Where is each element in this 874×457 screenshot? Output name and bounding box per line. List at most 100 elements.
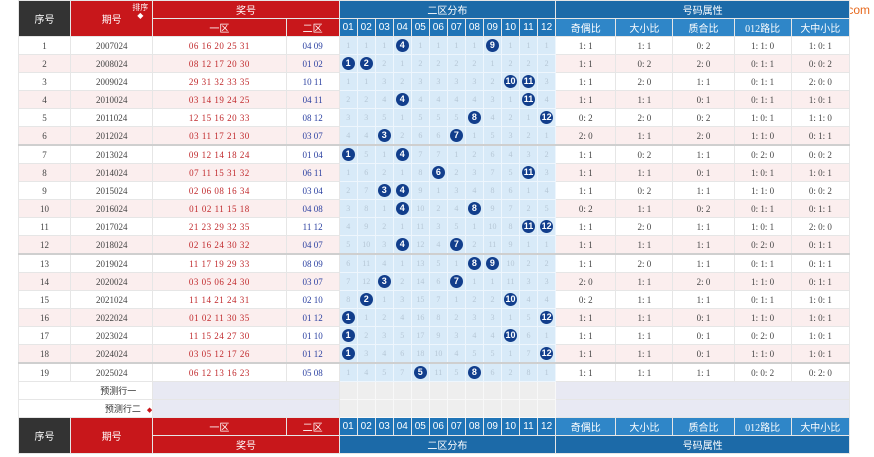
row-attr: 1: 0: 1 — [790, 290, 851, 309]
table-row[interactable]: 6 2012024 03 11 17 21 30 03 07 4 4 3 2 6 6 7 1 5 3 2 1 2… — [17, 126, 851, 146]
table-row[interactable]: 2 2008024 08 12 17 20 30 01 02 1 2 2 1 2 2 2 2 1 2 2 2 1… — [17, 54, 851, 73]
dist-cell-10: 8 — [500, 217, 520, 236]
predict-dist-cell[interactable] — [464, 381, 484, 400]
row-period: 2023024 — [70, 326, 154, 345]
predict-dist-cell[interactable] — [428, 399, 448, 418]
table-row[interactable]: 14 2020024 03 05 06 24 30 03 07 7 12 3 2 14 6 7 1 1 1… — [17, 272, 851, 291]
table-row[interactable]: 5 2011024 12 15 16 20 33 08 12 3 3 5 1 5 5 5 8 4 2 1 12… — [17, 108, 851, 127]
table-row[interactable]: 12 2018024 02 16 24 30 32 04 07 5 10 3 4 12 4 7 2 11… — [17, 235, 851, 255]
sort-button[interactable]: 排序 ◆ — [132, 4, 148, 20]
dist-cell-03: 5 — [374, 108, 394, 127]
dist-cell-01: 1 — [338, 163, 358, 182]
row-attr: 1: 1 — [555, 362, 617, 382]
dist-cell-02: 3 — [356, 344, 376, 364]
predict-dist-cell[interactable] — [356, 381, 376, 400]
predict-row[interactable]: 预测行一 — [17, 381, 850, 400]
table-row[interactable]: 9 2015024 02 06 08 16 34 03 04 2 7 3 4 9 1 3 4 8 6 1 4 1… — [17, 181, 851, 200]
dist-cell-09: 6 — [482, 362, 502, 382]
predict-dist-cell[interactable] — [428, 381, 448, 400]
dist-cell-04: 4 — [392, 181, 412, 200]
row-seq: 5 — [17, 108, 72, 127]
predict-dist-cell[interactable] — [464, 399, 484, 418]
predict-dist-cell[interactable] — [500, 381, 520, 400]
header-attr-col: 质合比 — [672, 18, 735, 37]
dist-cell-11: 2 — [518, 54, 539, 73]
dist-cell-08: 5 — [464, 344, 484, 364]
ball-marker: 1 — [341, 311, 355, 324]
expand-arrow-icon[interactable]: ◆ — [146, 406, 153, 414]
table-row[interactable]: 7 2013024 09 12 14 18 24 01 04 1 5 1 4 7 7 1 2 6 4 3 2 1… — [17, 144, 851, 164]
row-attr: 1: 1 — [672, 253, 735, 273]
dist-cell-09: 11 — [482, 235, 502, 255]
predict-dist-cell[interactable] — [446, 381, 466, 400]
row-attr: 1: 1: 0 — [733, 344, 792, 364]
table-row[interactable]: 1 2007024 06 16 20 25 31 04 09 1 1 1 4 1 1 1 1 9 1 1 1 1… — [17, 36, 851, 55]
table-row[interactable]: 17 2023024 11 15 24 27 30 01 10 1 2 3 5 17 9 3 4 4 10… — [17, 326, 851, 345]
dist-cell-11: 1 — [518, 36, 539, 55]
table-row[interactable]: 18 2024024 03 05 12 17 26 01 12 1 3 4 6 18 10 4 5 5 1… — [17, 344, 851, 364]
predict-dist-cell[interactable] — [446, 399, 466, 418]
predict-dist-cell[interactable] — [518, 399, 539, 418]
dist-cell-09: 1 — [482, 54, 502, 73]
row-attr: 1: 1 — [555, 163, 617, 182]
dist-cell-12: 12 — [537, 108, 557, 127]
predict-dist-cell[interactable] — [392, 381, 412, 400]
predict-row[interactable]: 预测行二 ◆ — [17, 399, 850, 418]
dist-cell-10: 2 — [500, 54, 520, 73]
row-attr: 0: 1 — [672, 326, 735, 345]
predict-dist-cell[interactable] — [500, 399, 520, 418]
dist-cell-01: 6 — [338, 253, 358, 273]
dist-cell-06: 11 — [428, 362, 448, 382]
row-seq: 18 — [17, 344, 72, 364]
predict-dist-cell[interactable] — [374, 381, 394, 400]
predict-dist-cell[interactable] — [537, 399, 557, 418]
row-seq: 3 — [17, 72, 72, 91]
table-row[interactable]: 8 2014024 07 11 15 31 32 06 11 1 6 2 1 8 6 2 3 7 5 11 3… — [17, 163, 851, 182]
dist-cell-02: 5 — [356, 144, 376, 164]
predict-prize-cell[interactable] — [152, 381, 340, 400]
dist-cell-03: 2 — [374, 163, 394, 182]
footer-num-11: 11 — [518, 417, 539, 436]
trend-table: 序号 期号 排序 ◆ 奖号 二区分布 号码属性 一区 二区 01 02 03 04 05 0… — [17, 0, 851, 454]
predict-dist-cell[interactable] — [392, 399, 412, 418]
row-period: 2010024 — [70, 90, 154, 109]
table-row[interactable]: 3 2009024 29 31 32 33 35 10 11 1 1 3 2 3 3 3 3 2 10 11… — [17, 72, 851, 91]
table-row[interactable]: 10 2016024 01 02 11 15 18 04 08 3 8 1 4 10 2 4 8 9 7 2… — [17, 199, 851, 218]
dist-cell-04: 1 — [392, 54, 412, 73]
predict-dist-cell[interactable] — [482, 381, 502, 400]
predict-dist-cell[interactable] — [374, 399, 394, 418]
predict-dist-cell[interactable] — [518, 381, 539, 400]
table-row[interactable]: 4 2010024 03 14 19 24 25 04 11 2 2 4 4 4 4 4 4 3 1 11 4… — [17, 90, 851, 109]
table-row[interactable]: 13 2019024 11 17 19 29 33 08 09 6 11 4 1 13 5 1 8 9 1… — [17, 253, 851, 273]
dist-cell-11: 11 — [518, 72, 539, 91]
predict-dist-cell[interactable] — [410, 381, 430, 400]
table-row[interactable]: 19 2025024 06 12 13 16 23 05 08 1 4 5 7 5 11 5 8 6 2 8… — [17, 362, 851, 382]
dist-cell-11: 2 — [518, 253, 539, 273]
row-zone1: 03 05 06 24 30 — [152, 272, 287, 291]
row-zone2: 04 07 — [285, 235, 340, 255]
table-row[interactable]: 16 2022024 01 02 11 30 35 01 12 1 1 2 4 16 8 2 3 3 1 5… — [17, 308, 851, 327]
footer-num-05: 05 — [410, 417, 430, 436]
predict-dist-cell[interactable] — [338, 399, 358, 418]
row-attr: 2: 0 — [555, 126, 617, 146]
dist-cell-12: 4 — [537, 90, 557, 109]
dist-cell-04: 2 — [392, 72, 412, 91]
predict-dist-cell[interactable] — [356, 399, 376, 418]
footer-zone1: 一区 — [152, 417, 287, 436]
row-period: 2011024 — [70, 108, 154, 127]
table-row[interactable]: 15 2021024 11 14 21 24 31 02 10 8 2 1 3 15 7 1 2 2 10… — [17, 290, 851, 309]
predict-dist-cell[interactable] — [410, 399, 430, 418]
row-attr: 0: 1 — [672, 344, 735, 364]
table-row[interactable]: 11 2017024 21 23 29 32 35 11 12 4 9 2 1 11 3 5 1 10 8… — [17, 217, 851, 236]
dist-cell-07: 5 — [446, 362, 466, 382]
row-zone1: 29 31 32 33 35 — [152, 72, 287, 91]
predict-dist-cell[interactable] — [537, 381, 557, 400]
row-period: 2009024 — [70, 72, 154, 91]
predict-prize-cell[interactable] — [152, 399, 340, 418]
ball-marker: 4 — [395, 202, 409, 215]
predict-dist-cell[interactable] — [338, 381, 358, 400]
dist-cell-06: 6 — [428, 163, 448, 182]
dist-cell-08: 8 — [464, 362, 484, 382]
predict-dist-cell[interactable] — [482, 399, 502, 418]
dist-cell-09: 2 — [482, 290, 502, 309]
